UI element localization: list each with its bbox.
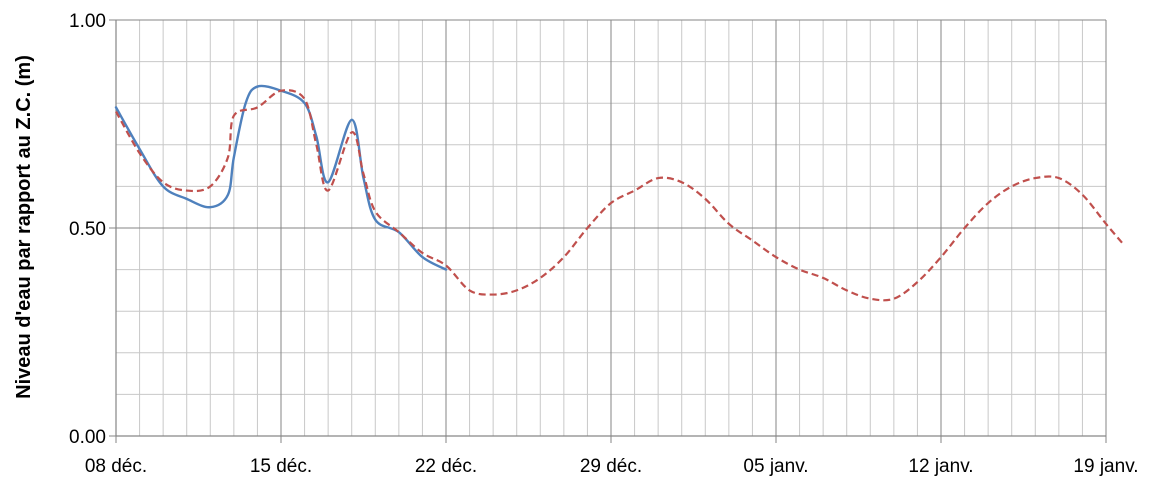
x-tick-label: 15 déc. (250, 456, 312, 477)
y-tick-label: 1.00 (69, 11, 106, 32)
axes (109, 19, 1107, 443)
x-tick-labels: 08 déc. 15 déc. 22 déc. 29 déc. 05 janv. 12 j… (85, 456, 1139, 477)
x-tick-label: 22 déc. (415, 456, 477, 477)
y-axis-label: Niveau d'eau par rapport au Z.C. (m) (13, 55, 35, 399)
y-tick-label: 0.50 (69, 219, 106, 240)
x-tick-label: 12 janv. (908, 456, 973, 477)
x-tick-label: 08 déc. (85, 456, 147, 477)
series-group (114, 84, 1125, 302)
y-tick-labels: 0.00 0.50 1.00 (69, 11, 106, 448)
x-tick-label: 19 janv. (1073, 456, 1138, 477)
series-line-dashed (115, 89, 1125, 302)
grid-major (115, 19, 1107, 437)
x-tick-label: 29 déc. (580, 456, 642, 477)
x-tick-label: 05 janv. (743, 456, 808, 477)
y-tick-label: 0.00 (69, 427, 106, 448)
